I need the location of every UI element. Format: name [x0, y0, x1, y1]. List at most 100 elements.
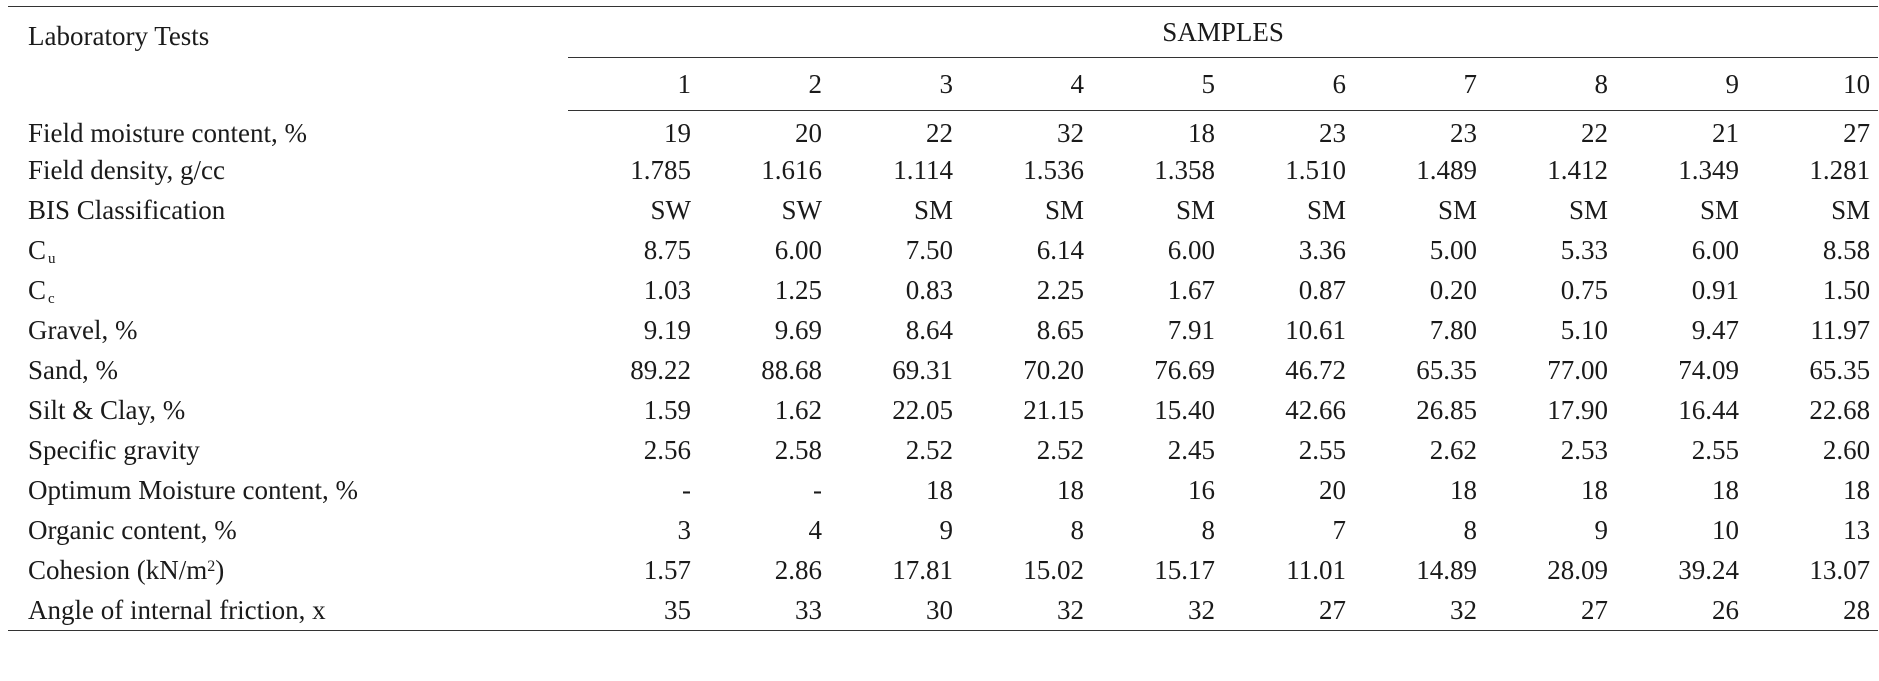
table-cell: 2.60	[1822, 435, 1871, 465]
table-cell: 10.61	[1285, 315, 1346, 345]
table-cell: 19	[664, 118, 691, 149]
table-body: Field moisture content, % 19 20 22 32 18 23 23 2…	[8, 111, 1879, 631]
table-cell: 77.00	[1547, 355, 1608, 385]
table-cell: 1.03	[643, 275, 691, 305]
table-cell: 15.17	[1154, 555, 1215, 585]
table-cell: 88.68	[761, 355, 822, 385]
table-cell: 2.62	[1429, 435, 1477, 465]
row-label: Field moisture content, %	[8, 111, 568, 151]
table-cell: 0.87	[1298, 275, 1346, 305]
table-row: Cohesion (kN/m2) 1.57 2.86 17.81 15.02 15.17 1…	[8, 551, 1878, 591]
table-cell: 46.72	[1285, 355, 1346, 385]
table-cell: 1.785	[630, 155, 691, 185]
header-row-group: Laboratory Tests SAMPLES	[8, 6, 1879, 111]
table-cell: 21.15	[1023, 395, 1084, 425]
table-cell: 6.00	[1167, 235, 1215, 265]
row-label-text: Organic content, %	[28, 515, 237, 545]
table-cell: 20	[795, 118, 822, 149]
table-cell: 17.81	[892, 555, 953, 585]
table-cell: 65.35	[1809, 355, 1871, 385]
row-label: Organic content, %	[8, 511, 568, 551]
row-label-text: Gravel, %	[28, 315, 138, 345]
row-label: BIS Classification	[8, 191, 568, 231]
row-label-text: Silt & Clay, %	[28, 395, 186, 425]
table-cell: 2.55	[1691, 435, 1739, 465]
table-cell: 1.25	[774, 275, 822, 305]
table-cell: SM	[1437, 195, 1477, 225]
table-cell: 32	[1092, 590, 1223, 631]
table-cell: SM	[1306, 195, 1346, 225]
row-label-text: Cohesion (kN/m	[28, 555, 208, 585]
sample-number-header: 1	[568, 57, 699, 111]
table-cell: 3	[677, 515, 692, 545]
sample-number-header: 7	[1354, 57, 1485, 111]
table-cell: 65.35	[1416, 355, 1477, 385]
sample-number-header: 6	[1223, 57, 1354, 111]
table-cell: 18	[1581, 475, 1608, 505]
row-label: Optimum Moisture content, %	[8, 471, 568, 511]
table-cell: 5.10	[1560, 315, 1608, 345]
table-cell: 9.69	[774, 315, 822, 345]
table-cell: 11.01	[1286, 555, 1346, 585]
header-row-samples: 1 2 3 4 5 6 7 8 9 10	[8, 57, 1879, 111]
row-label-subscript: c	[48, 291, 55, 307]
table-cell: 76.69	[1154, 355, 1215, 385]
table-cell: 2.45	[1167, 435, 1215, 465]
table-cell: 39.24	[1678, 555, 1739, 585]
table-cell: SM	[1568, 195, 1608, 225]
table-cell: 1.67	[1167, 275, 1215, 305]
row-label-text: Angle of internal friction, x	[28, 594, 326, 625]
row-label-text: Optimum Moisture content, %	[28, 475, 358, 505]
table-cell: 2.25	[1036, 275, 1084, 305]
table-cell: 4	[808, 515, 823, 545]
table-cell: 32	[961, 590, 1092, 631]
table-cell: 3.36	[1298, 235, 1346, 265]
sample-number-header: 3	[830, 57, 961, 111]
table-cell: 1.489	[1416, 155, 1477, 185]
sample-number-header: 5	[1092, 57, 1223, 111]
table-cell: 8.65	[1036, 315, 1084, 345]
table-cell: 8	[1463, 515, 1478, 545]
table-cell: 5.00	[1429, 235, 1477, 265]
table-cell: 2.55	[1298, 435, 1346, 465]
table-cell: 23	[1319, 118, 1346, 149]
sample-number-header: 2	[699, 57, 830, 111]
table-row: Field moisture content, % 19 20 22 32 18 23 23 2…	[8, 111, 1878, 151]
table-cell: 5.33	[1560, 235, 1608, 265]
table-cell: 1.616	[761, 155, 822, 185]
sample-number-header: 10	[1747, 57, 1879, 111]
table-cell: 22.68	[1809, 395, 1871, 425]
table-cell: 16.44	[1678, 395, 1739, 425]
lab-tests-table: Laboratory Tests SAMPLES 1 2 3 4 5 6 7 8 9 10 Fie…	[8, 6, 1879, 631]
table-cell: SM	[1175, 195, 1215, 225]
table-cell: 2.53	[1560, 435, 1608, 465]
table-cell: 18	[1188, 118, 1215, 149]
table-cell: SW	[781, 195, 823, 225]
table-cell: 0.83	[905, 275, 953, 305]
samples-group-header: SAMPLES	[568, 6, 1879, 58]
row-label-subscript: u	[48, 251, 56, 267]
row-label-superscript: 2	[207, 558, 216, 575]
label-column-header: Laboratory Tests	[8, 6, 568, 111]
table-row: Silt & Clay, % 1.59 1.62 22.05 21.15 15.40 42.…	[8, 391, 1878, 431]
table-cell: 28	[1747, 590, 1879, 631]
table-row: Specific gravity 2.56 2.58 2.52 2.52 2.45 2.55…	[8, 431, 1878, 471]
table-cell: -	[813, 475, 822, 505]
table-cell: 18	[1712, 475, 1739, 505]
table-cell: 1.57	[643, 555, 691, 585]
table-cell: SW	[650, 195, 692, 225]
table-cell: -	[682, 475, 691, 505]
table-cell: 8	[1070, 515, 1085, 545]
table-cell: 1.536	[1023, 155, 1084, 185]
table-cell: 30	[830, 590, 961, 631]
sample-number-header: 8	[1485, 57, 1616, 111]
table-cell: 42.66	[1285, 395, 1346, 425]
table-cell: 7.91	[1167, 315, 1215, 345]
table-cell: 1.510	[1285, 155, 1346, 185]
table-cell: 9	[939, 515, 954, 545]
table-cell: 9.47	[1691, 315, 1739, 345]
table-cell: 33	[699, 590, 830, 631]
table-cell: 89.22	[630, 355, 691, 385]
